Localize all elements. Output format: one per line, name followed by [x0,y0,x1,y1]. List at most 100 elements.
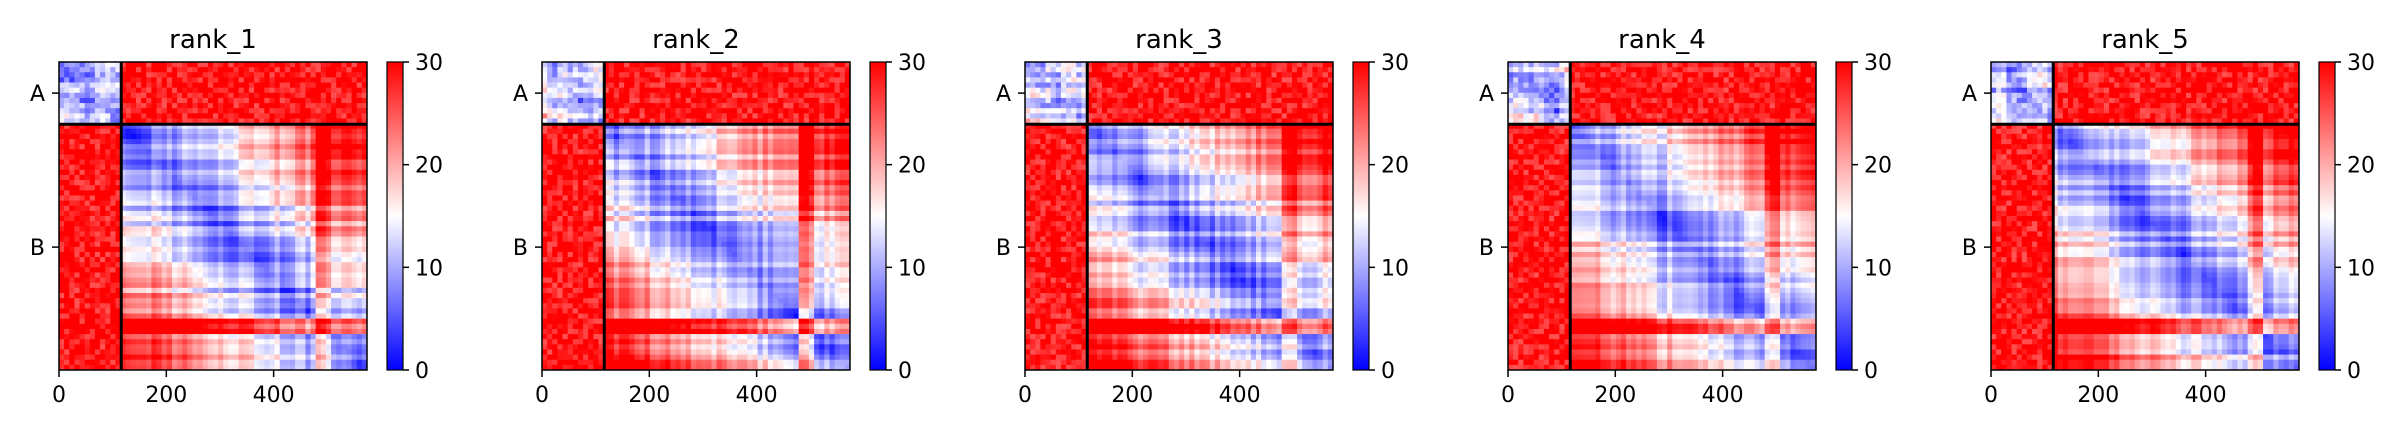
heatmap-cell [69,252,75,258]
heatmap-cell [239,298,245,304]
heatmap-cell [228,247,234,253]
heatmap-cell [64,211,70,217]
heatmap-cell [198,288,204,294]
heatmap-cell [172,160,178,166]
heatmap-cell [74,355,80,361]
heatmap-cell [126,62,132,68]
heatmap-cell [768,165,774,171]
heatmap-cell [249,211,255,217]
heatmap-cell [151,77,157,83]
heatmap-cell [295,108,301,114]
heatmap-cell [244,108,250,114]
heatmap-cell [316,201,322,207]
heatmap-cell [316,62,322,68]
heatmap-cell [573,113,579,119]
heatmap-cell [269,103,275,109]
heatmap-cell [198,226,204,232]
heatmap-cell [244,103,250,109]
heatmap-cell [259,144,265,150]
heatmap-cell [162,134,168,140]
heatmap-cell [783,170,789,176]
heatmap-cell [346,221,352,227]
heatmap-cell [198,165,204,171]
heatmap-cell [552,129,558,135]
heatmap-cell [542,98,548,104]
heatmap-cell [244,165,250,171]
heatmap-cell [110,324,116,330]
x-tick-label: 200 [145,383,187,408]
heatmap-cell [326,93,332,99]
heatmap-cell [311,293,317,299]
heatmap-cell [259,247,265,253]
heatmap-cell [650,149,656,155]
heatmap-cell [547,160,553,166]
heatmap-cell [660,154,666,160]
heatmap-cell [722,149,728,155]
heatmap-cell [59,154,65,160]
heatmap-cell [346,175,352,181]
heatmap-cell [280,170,286,176]
heatmap-cell [824,93,830,99]
heatmap-cell [167,201,173,207]
heatmap-cell [346,272,352,278]
heatmap-cell [305,185,311,191]
heatmap-cell [259,303,265,309]
heatmap-cell [547,88,553,94]
heatmap-cell [352,62,358,68]
heatmap-cell [59,283,65,289]
heatmap-cell [151,98,157,104]
heatmap-cell [131,319,137,325]
heatmap-cell [824,103,830,109]
heatmap-cell [146,360,152,366]
heatmap-cell [167,360,173,366]
heatmap-cell [701,62,707,68]
heatmap-cell [788,149,794,155]
heatmap-cell [305,355,311,361]
heatmap-cell [295,314,301,320]
heatmap-cell [59,180,65,186]
heatmap-cell [295,139,301,145]
heatmap-cell [208,252,214,258]
heatmap-cell [259,201,265,207]
heatmap-cell [110,293,116,299]
heatmap-cell [187,334,193,340]
heatmap-cell [223,93,229,99]
heatmap-cell [588,160,594,166]
heatmap-cell [254,293,260,299]
heatmap-cell [259,298,265,304]
heatmap-cell [74,62,80,68]
heatmap-cell [264,108,270,114]
heatmap-cell [686,129,692,135]
heatmap-cell [804,144,810,150]
heatmap-cell [131,293,137,299]
heatmap-cell [90,355,96,361]
heatmap-cell [290,334,296,340]
heatmap-cell [90,221,96,227]
heatmap-cells [59,62,367,370]
heatmap-cell [100,360,106,366]
heatmap-cell [783,83,789,89]
heatmap-cell [285,314,291,320]
heatmap-cell [249,278,255,284]
heatmap-cell [331,329,337,335]
heatmap-cell [264,252,270,258]
heatmap-cell [64,226,70,232]
heatmap-cell [203,185,209,191]
heatmap-cell [316,83,322,89]
heatmap-cell [331,216,337,222]
heatmap-cell [316,154,322,160]
heatmap-cell [285,134,291,140]
heatmap-cell [336,154,342,160]
heatmap-cell [182,160,188,166]
heatmap-cell [763,144,769,150]
heatmap-cell [136,195,142,201]
heatmap-cell [110,83,116,89]
heatmap-cell [809,67,815,73]
heatmap-cell [552,165,558,171]
heatmap-cell [69,67,75,73]
heatmap-cell [228,303,234,309]
heatmap-cell [295,298,301,304]
heatmap-cell [794,170,800,176]
heatmap-cell [578,113,584,119]
heatmap-cell [259,72,265,78]
